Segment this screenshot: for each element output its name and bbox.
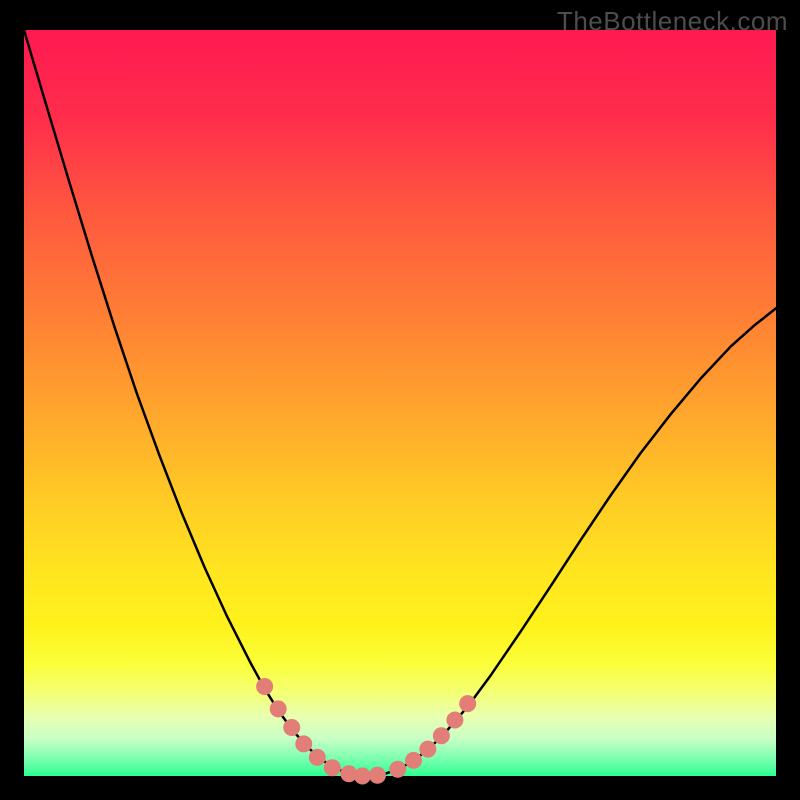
data-marker bbox=[419, 741, 436, 758]
data-marker bbox=[309, 749, 326, 766]
data-marker bbox=[256, 678, 273, 695]
data-marker bbox=[270, 700, 287, 717]
plot-background bbox=[24, 30, 776, 776]
chart-container: TheBottleneck.com bbox=[0, 0, 800, 800]
data-marker bbox=[389, 761, 406, 778]
data-marker bbox=[433, 727, 450, 744]
data-marker bbox=[405, 752, 422, 769]
data-marker bbox=[354, 768, 371, 785]
data-marker bbox=[369, 767, 386, 784]
data-marker bbox=[459, 695, 476, 712]
data-marker bbox=[324, 759, 341, 776]
data-marker bbox=[295, 735, 312, 752]
watermark-text: TheBottleneck.com bbox=[557, 6, 788, 37]
data-marker bbox=[446, 712, 463, 729]
bottleneck-chart bbox=[0, 0, 800, 800]
data-marker bbox=[283, 719, 300, 736]
